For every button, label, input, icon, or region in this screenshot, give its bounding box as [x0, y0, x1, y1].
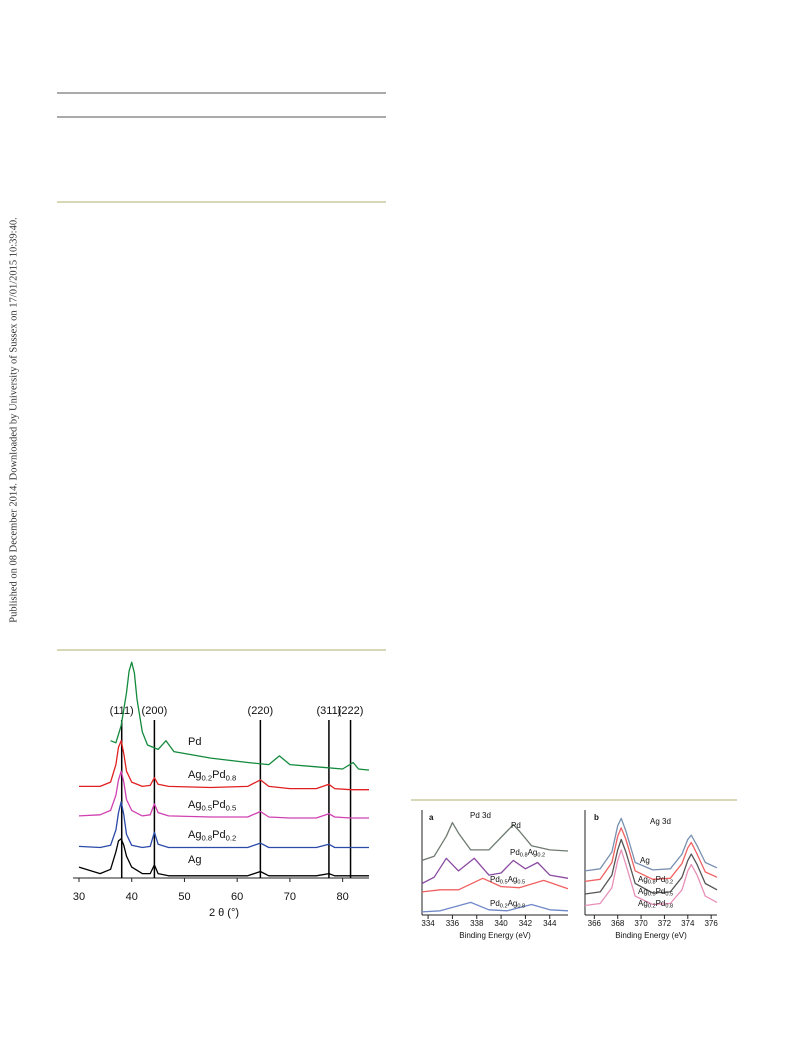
watermark: Published on 08 December 2014. Downloade… — [8, 217, 19, 622]
series-label: Pd0.5Ag0.5 — [490, 875, 525, 886]
panel-letter: a — [429, 813, 434, 822]
panel-title: Ag 3d — [650, 817, 671, 826]
series-label: Pd — [188, 736, 201, 748]
series-line — [79, 740, 369, 791]
x-tick-label: 334 — [421, 919, 435, 928]
x-tick-label: 50 — [178, 891, 190, 903]
series-line — [421, 877, 569, 893]
panel-letter: b — [594, 813, 599, 822]
panel-title: Pd 3d — [470, 811, 491, 820]
series-label: Ag0.5Pd0.5 — [638, 887, 673, 898]
series-line — [78, 801, 369, 849]
series-label: Ag0.2Pd0.8 — [638, 899, 673, 910]
series-line — [78, 838, 369, 877]
x-tick-label: 30 — [73, 891, 85, 903]
series-line — [421, 901, 569, 913]
x-tick-label: 60 — [231, 891, 243, 903]
series-label: Ag — [188, 854, 201, 866]
x-tick-label: 40 — [126, 891, 138, 903]
x-tick-label: 370 — [634, 919, 648, 928]
reference-label: (200) — [142, 705, 168, 717]
series-label: Pd0.8Ag0.2 — [510, 848, 545, 859]
x-tick-label: 336 — [446, 919, 460, 928]
x-tick-label: 372 — [658, 919, 672, 928]
x-tick-label: 374 — [681, 919, 695, 928]
x-tick-label: 70 — [284, 891, 296, 903]
x-tick-label: 342 — [519, 919, 533, 928]
reference-label: (222) — [338, 705, 364, 717]
x-tick-label: 340 — [494, 919, 508, 928]
series-line — [78, 770, 369, 819]
x-tick-label: 368 — [611, 919, 625, 928]
reference-label: (111) — [110, 705, 134, 717]
series-label: Ag0.2Pd0.8 — [188, 769, 236, 782]
series-label: Ag — [640, 856, 650, 865]
x-axis-label: Binding Energy (eV) — [459, 931, 531, 940]
reference-label: (220) — [248, 705, 274, 717]
series-label: Ag0.8Pd0.2 — [638, 875, 673, 886]
x-axis-label: Binding Energy (eV) — [615, 931, 687, 940]
x-axis-label: 2 θ (°) — [209, 907, 239, 919]
reference-label: (311) — [316, 705, 341, 717]
series-label: Pd — [511, 821, 521, 830]
series-line — [421, 857, 569, 885]
series-line — [584, 838, 718, 895]
series-label: Pd0.2Ag0.8 — [490, 899, 525, 910]
x-tick-label: 366 — [588, 919, 602, 928]
x-tick-label: 376 — [704, 919, 718, 928]
x-tick-label: 80 — [337, 891, 349, 903]
series-label: Ag0.8Pd0.2 — [188, 829, 236, 842]
series-line — [110, 661, 370, 771]
series-label: Ag0.5Pd0.5 — [188, 799, 236, 812]
series-line — [584, 849, 718, 907]
series-line — [584, 827, 718, 883]
series-line — [421, 821, 569, 862]
x-tick-label: 344 — [543, 919, 557, 928]
series-line — [584, 817, 718, 872]
x-tick-label: 338 — [470, 919, 484, 928]
